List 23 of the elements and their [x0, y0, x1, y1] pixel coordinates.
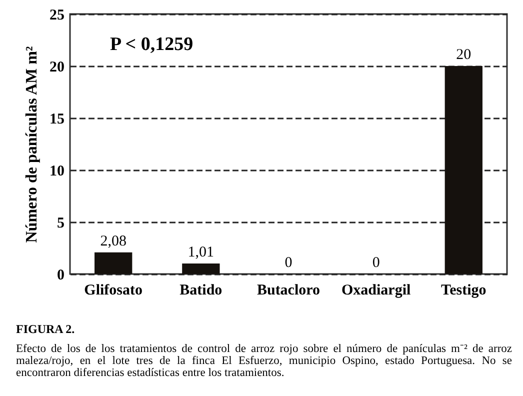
- x-tick-label: Oxadiargil: [341, 282, 411, 298]
- text: FIGURA 2.: [16, 322, 76, 337]
- annotation: P < 0,1259: [110, 34, 194, 55]
- y-axis-title: Número de panículas AM m²: [24, 46, 40, 243]
- data-label: 2,08: [100, 233, 126, 250]
- data-label: 0: [284, 255, 292, 271]
- data-label: 0: [372, 255, 380, 271]
- y-tick-label: 0: [57, 268, 64, 284]
- bar: [94, 252, 132, 274]
- data-label: 1,01: [188, 244, 214, 260]
- x-tick-label: Batido: [180, 282, 222, 298]
- y-tick-label: 20: [50, 60, 64, 76]
- y-tick-label: 5: [57, 216, 64, 232]
- data-label: 20: [456, 47, 472, 63]
- x-tick-label: Butacloro: [256, 282, 320, 298]
- text: Efecto de los de los tratamientos de control de arroz rojo sobre el número de panículas m⁻² de arroz maleza/rojo, en el lote tres de la finca El Esfuerzo, municipio Ospino, estado Portuguesa. No se encontraron diferencias estadísticas entre los tratamientos.: [16, 343, 512, 379]
- bar: [444, 66, 482, 274]
- y-tick-label: 10: [50, 164, 64, 180]
- y-tick-label: 15: [50, 112, 64, 128]
- x-tick-label: Testigo: [441, 282, 486, 298]
- y-tick-label: 25: [50, 8, 64, 24]
- bar: [182, 263, 220, 274]
- x-tick-label: Glifosato: [84, 282, 143, 298]
